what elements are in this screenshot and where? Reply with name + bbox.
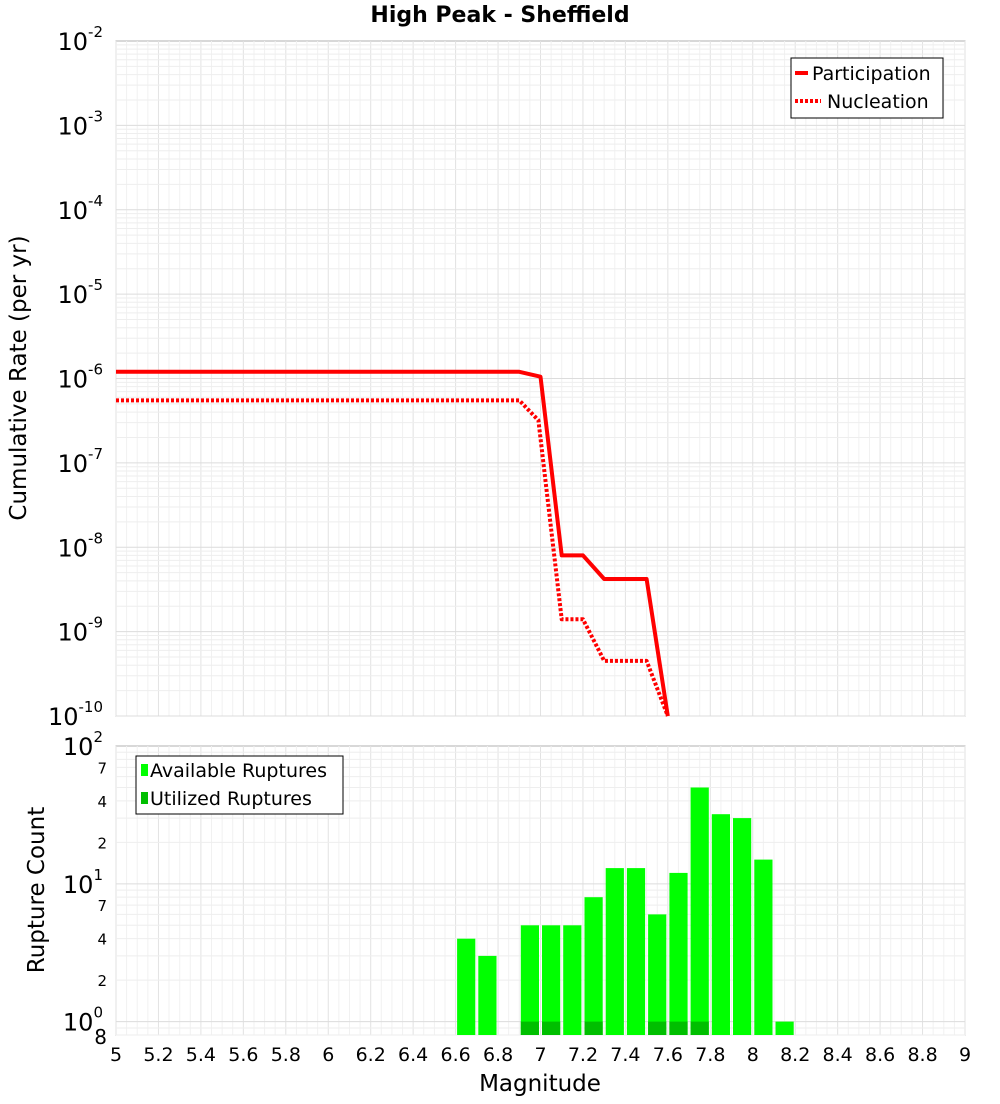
count-y-axis-label: Rupture Count	[24, 807, 50, 973]
x-tick-label: 7.8	[695, 1044, 725, 1066]
available-ruptures-bar	[605, 868, 624, 1035]
x-tick-label: 5.2	[143, 1044, 173, 1066]
available-ruptures-bar	[669, 872, 688, 1035]
x-tick-label: 7.4	[610, 1044, 640, 1066]
rate-y-tick-label: 10-3	[57, 107, 103, 140]
x-tick-label: 7.6	[653, 1044, 683, 1066]
count-y-tick-label: 4	[97, 931, 107, 949]
count-bars	[457, 787, 794, 1035]
rate-gridlines	[115, 41, 966, 717]
x-tick-label: 6.4	[398, 1044, 428, 1066]
rate-legend-box	[790, 57, 944, 119]
available-ruptures-bar	[754, 859, 773, 1035]
rate-y-tick-label: 10-7	[57, 445, 103, 478]
legend-utilized-swatch	[141, 792, 148, 804]
utilized-ruptures-bar	[648, 1021, 667, 1035]
available-ruptures-bar	[457, 938, 476, 1035]
available-ruptures-bar	[584, 897, 603, 1035]
rate-y-tick-label: 10-5	[57, 276, 103, 309]
rate-y-tick-label: 10-8	[57, 529, 103, 562]
rate-y-tick-label: 10-2	[57, 23, 103, 56]
x-axis-label: Magnitude	[479, 1071, 601, 1097]
count-legend: Available Ruptures Utilized Ruptures	[135, 755, 344, 815]
available-ruptures-bar	[711, 814, 730, 1035]
rate-y-axis-label: Cumulative Rate (per yr)	[6, 235, 32, 520]
available-ruptures-bar	[478, 955, 497, 1035]
series-line-nucleation	[116, 398, 670, 717]
count-legend-box	[135, 755, 344, 815]
count-y-tick-label: 8	[94, 1025, 107, 1049]
count-y-tick-label: 2	[97, 972, 107, 990]
available-ruptures-bar	[733, 818, 752, 1035]
utilized-ruptures-bar	[584, 1021, 603, 1035]
x-tick-label: 8.2	[780, 1044, 810, 1066]
x-tick-label: 8	[747, 1044, 759, 1066]
rate-y-tick-labels: 10-10 10-9 10-8 10-7 10-6 10-5 10-4 10-3 10-2	[48, 23, 103, 731]
rate-y-tick-label: 10-10	[48, 698, 103, 731]
count-y-tick-label: 4	[97, 793, 107, 811]
x-tick-label: 6	[322, 1044, 334, 1066]
available-ruptures-bar	[690, 787, 709, 1035]
utilized-ruptures-bar	[669, 1021, 688, 1035]
count-y-tick-label: 102	[63, 728, 103, 761]
legend-participation-label: Participation	[812, 63, 931, 85]
legend-available-label: Available Ruptures	[150, 760, 327, 782]
available-ruptures-bar	[648, 914, 667, 1035]
available-ruptures-bar	[520, 925, 539, 1035]
available-ruptures-bar	[775, 1021, 794, 1035]
utilized-ruptures-bar	[520, 1021, 539, 1035]
chart-title: High Peak - Sheffield	[370, 3, 629, 28]
rate-y-tick-label: 10-9	[57, 614, 103, 647]
rate-y-tick-label: 10-6	[57, 361, 103, 394]
x-tick-label: 5.8	[271, 1044, 301, 1066]
x-tick-label: 8.6	[865, 1044, 895, 1066]
rate-legend: Participation Nucleation	[790, 57, 944, 119]
x-tick-label: 6.8	[483, 1044, 513, 1066]
x-tick-labels: 5 5.2 5.4 5.6 5.8 6 6.2 6.4 6.6 6.8 7 7.2 7.4 7.6 7.8 8…	[110, 1044, 971, 1066]
x-tick-label: 8.8	[907, 1044, 937, 1066]
x-tick-label: 7.2	[568, 1044, 598, 1066]
x-tick-label: 9	[959, 1044, 971, 1066]
rate-y-tick-label: 10-4	[57, 192, 103, 225]
x-tick-label: 5.6	[228, 1044, 258, 1066]
rate-series	[116, 369, 670, 717]
count-y-tick-label: 7	[97, 759, 107, 777]
legend-nucleation-label: Nucleation	[827, 91, 929, 113]
x-tick-label: 6.2	[356, 1044, 386, 1066]
x-tick-label: 6.6	[440, 1044, 470, 1066]
utilized-ruptures-bar	[690, 1021, 709, 1035]
count-y-tick-label: 7	[97, 897, 107, 915]
x-tick-label: 8.4	[823, 1044, 853, 1066]
available-ruptures-bar	[563, 925, 582, 1035]
count-y-tick-label: 100	[63, 1004, 103, 1037]
count-y-tick-label: 2	[97, 834, 107, 852]
series-line-participation	[116, 369, 670, 717]
x-tick-label: 5	[110, 1044, 122, 1066]
count-y-tick-label: 101	[63, 866, 103, 899]
x-tick-label: 5.4	[186, 1044, 216, 1066]
legend-utilized-label: Utilized Ruptures	[150, 788, 312, 810]
available-ruptures-bar	[626, 868, 646, 1035]
available-ruptures-bar	[542, 925, 561, 1035]
utilized-ruptures-bar	[542, 1021, 561, 1035]
x-tick-label: 7	[534, 1044, 546, 1066]
legend-available-swatch	[141, 764, 148, 776]
